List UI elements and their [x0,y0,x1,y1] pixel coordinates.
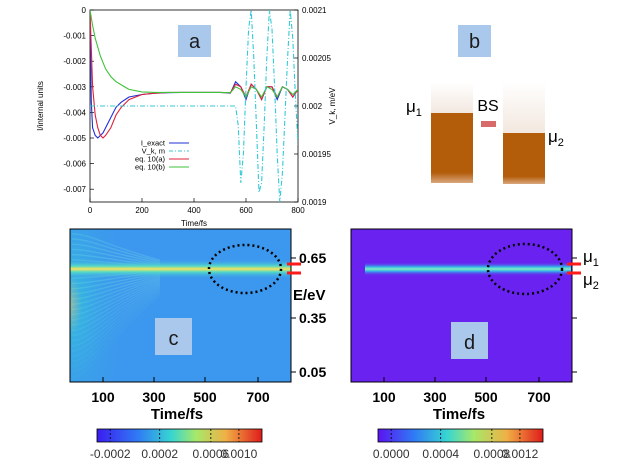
ytick-label: 0.65 [299,250,326,266]
panel-c-label: c [169,328,179,350]
panel-d-resonance-band [365,262,571,276]
panel-a-xlabel: Time/fs [181,219,207,228]
mu1-schematic-label: μ1 [406,97,422,119]
panel-a-ytick-right-label: 0.00205 [302,54,331,63]
series-v-k-m [90,10,298,202]
mu2-schematic-label: μ2 [548,127,564,149]
panel-a-xtick-label: 800 [291,206,305,215]
colorbar-tick-label: -0.0002 [90,447,131,461]
xtick-label: 300 [423,389,447,405]
mu2-side-label: μ2 [583,270,599,292]
right-lead [503,82,545,184]
panel-a-ytick-label: -0.006 [63,160,86,169]
legend-entry-label: V_k, m [142,147,165,156]
panel-b-label-box [458,25,491,57]
colorbar-tick-label: 0.0002 [141,447,178,461]
colorbar-tick-label: 0.0006 [192,447,229,461]
panel-d-heatmap-bg [351,229,572,382]
panel-a-ytick-label: -0.002 [63,57,86,66]
panel-c-xlabel: Time/fs [151,406,203,423]
panel-a-label: a [189,31,201,53]
bound-state-level [481,121,496,127]
panel-a-ytick-label: -0.005 [63,134,86,143]
panel-d-xlabel: Time/fs [433,406,485,423]
panel-b: b BS μ1 μ2 [406,25,564,184]
xtick-label: 700 [246,389,270,405]
xtick-label: 500 [193,389,217,405]
colorbar-tick-label: 0.0000 [373,447,410,461]
legend-entry-label: eq. 10(b) [135,163,166,172]
panel-a-bottom-axis: 0 200 400 600 800 [88,198,305,215]
panel-a-ylabel-right: V_k, m/eV [328,87,337,125]
panel-d: 100 300 500 700 d Time/fs μ1 μ2 0.0000 0.000… [350,228,599,461]
panel-a-xtick-label: 600 [239,206,253,215]
panel-d-oscillation-circle [486,242,564,296]
panel-a-ylabel: I/internal units [36,81,45,131]
panel-a-series [90,10,298,202]
panel-c-initial-transient [70,229,130,382]
colorbar-tick-label: 0.0008 [473,447,510,461]
ytick-label: 0.05 [299,364,326,380]
panel-c-colorbar [96,428,263,443]
xtick-label: 700 [527,389,551,405]
colorbar-tick-label: 0.0010 [221,447,258,461]
panel-a: 0 -0.001 -0.002 -0.003 -0.004 -0.005 -0.006 -0.… [36,6,337,228]
panel-a-ytick-label: -0.007 [63,185,86,194]
panel-a-label-box [178,25,211,57]
panel-a-ytick-label: 0 [82,6,87,15]
panel-a-left-axis: 0 -0.001 -0.002 -0.003 -0.004 -0.005 -0.006 -0.… [63,6,94,194]
mu1-side-label: μ1 [583,247,599,269]
panel-d-label-box [451,322,488,359]
panel-a-xtick-label: 0 [88,206,93,215]
xtick-label: 500 [474,389,498,405]
panel-a-ytick-label: -0.001 [63,32,86,41]
panel-c-ylabel: E/eV [293,287,326,304]
panel-a-ytick-label: -0.004 [63,108,86,117]
panel-a-ytick-right-label: 0.002 [302,102,323,111]
bound-state-label: BS [477,98,498,115]
panel-c-axes: 100 300 500 700 0.65 0.35 0.05 [91,250,326,405]
panel-c-resonance-band [70,259,291,279]
xtick-label: 100 [91,389,115,405]
panel-d-colorbar [377,428,544,443]
panel-a-right-axis: 0.0021 0.00205 0.002 0.00195 0.0019 [294,6,331,207]
legend-entry-label: I_exact [141,139,166,148]
panel-a-ytick-right-label: 0.0019 [302,198,327,207]
xtick-label: 300 [142,389,166,405]
panel-a-xtick-label: 200 [135,206,149,215]
xtick-label: 100 [372,389,396,405]
panel-a-ytick-label: -0.003 [63,83,86,92]
colorbar-tick-label: 0.0004 [422,447,459,461]
ytick-label: 0.35 [299,310,326,326]
panel-c-label-box [155,318,192,355]
panel-b-label: b [469,31,480,53]
panel-a-ytick-right-label: 0.00195 [302,150,331,159]
panel-d-axes: 100 300 500 700 [372,257,577,405]
colorbar-tick-label: 0.0012 [502,447,539,461]
panel-d-label: d [464,332,475,354]
panel-a-xtick-label: 400 [187,206,201,215]
panel-c-oscillation-circle [207,243,283,295]
left-lead [431,82,473,183]
legend-entry-label: eq. 10(a) [135,155,166,164]
panel-a-ytick-right-label: 0.0021 [302,6,327,15]
